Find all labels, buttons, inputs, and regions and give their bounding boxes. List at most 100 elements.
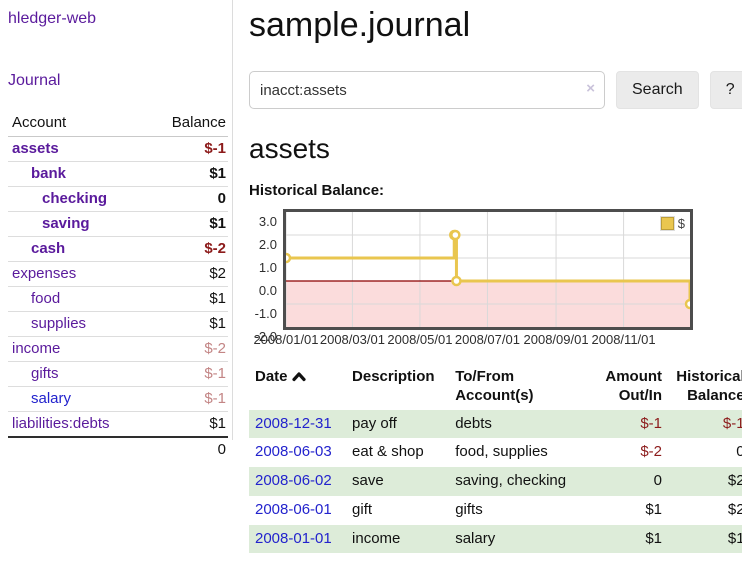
search-box: × — [249, 71, 605, 109]
account-balance: $-1 — [147, 386, 228, 412]
account-name-cell: income — [8, 336, 148, 362]
x-tick-label: 2008/01/01 — [253, 332, 319, 347]
column-header-label: Amount Out/In — [605, 368, 663, 404]
account-link[interactable]: salary — [31, 390, 72, 407]
help-button[interactable]: ? — [709, 71, 742, 109]
account-row: food $1 — [8, 286, 228, 312]
column-header-amount: Amount Out/In — [594, 364, 668, 410]
account-name-cell: expenses — [8, 261, 148, 287]
accounts-header-balance: Balance — [147, 112, 228, 137]
accounts-table: Account Balance assets $-1 bank $1 checking 0… — [8, 112, 228, 462]
accounts-total-row: 0 — [8, 436, 228, 462]
y-tick-label: 1.0 — [258, 260, 277, 275]
account-name-cell: supplies — [8, 311, 148, 337]
account-link[interactable]: income — [12, 340, 61, 357]
description-cell: income — [352, 529, 401, 547]
register-header-row: Date Description To/From Account(s) Amount … — [249, 364, 742, 410]
search-input[interactable] — [249, 71, 605, 109]
account-row: saving $1 — [8, 211, 228, 237]
search-form: × Search ? — [249, 71, 742, 109]
accounts-total-spacer — [8, 436, 148, 462]
page-title: sample.journal — [249, 6, 471, 44]
main-content: sample.journal × Search ? assets Histori… — [233, 0, 742, 554]
account-link[interactable]: expenses — [12, 265, 77, 282]
account-row: salary $-1 — [8, 386, 228, 412]
account-link[interactable]: bank — [31, 165, 67, 182]
account-balance: $1 — [147, 411, 228, 438]
column-header-label: Historical Balance — [676, 368, 742, 404]
balance-cell: $-1 — [722, 414, 742, 432]
date-link[interactable]: 2008-12-31 — [255, 414, 332, 432]
accounts-cell: debts — [455, 414, 492, 432]
app-title: hledger-web — [8, 10, 97, 27]
date-link[interactable]: 2008-06-01 — [255, 500, 332, 518]
legend-swatch-icon — [660, 217, 674, 230]
account-balance: $-2 — [147, 336, 228, 362]
account-link[interactable]: checking — [42, 190, 108, 207]
chart-title: Historical Balance: — [249, 182, 385, 199]
legend-label: $ — [677, 216, 685, 231]
description-cell: pay off — [352, 414, 397, 432]
table-row: 2008-12-31 pay off debts $-1 $-1 — [249, 409, 742, 439]
account-link[interactable]: assets — [12, 140, 59, 157]
clear-search-icon[interactable]: × — [586, 80, 595, 97]
date-cell: 2008-06-03 — [249, 438, 346, 467]
search-button[interactable]: Search — [616, 71, 699, 109]
date-link[interactable]: 2008-01-01 — [255, 529, 332, 547]
column-header-date[interactable]: Date — [249, 364, 346, 410]
table-row: 2008-06-02 save saving, checking 0 $2 — [249, 467, 742, 496]
accounts-total-balance: 0 — [147, 436, 228, 462]
account-link[interactable]: gifts — [31, 365, 59, 382]
account-row: supplies $1 — [8, 311, 228, 337]
account-rows: assets $-1 bank $1 checking 0 saving $1 cash $-2 e… — [8, 136, 228, 438]
column-header-historical: Historical Balance — [668, 364, 742, 410]
sidebar-item-journal[interactable]: Journal — [8, 72, 61, 89]
account-row: cash $-2 — [8, 236, 228, 262]
account-name-cell: gifts — [8, 361, 148, 387]
x-tick-label: 2008/09/01 — [523, 332, 589, 347]
account-row: liabilities:debts $1 — [8, 411, 228, 438]
account-link[interactable]: supplies — [31, 315, 87, 332]
date-cell: 2008-06-01 — [249, 496, 346, 525]
account-link[interactable]: saving — [42, 215, 90, 232]
account-balance: $1 — [147, 211, 228, 237]
sort-ascending-icon — [291, 372, 306, 382]
account-balance: 0 — [147, 186, 228, 212]
account-row: expenses $2 — [8, 261, 228, 287]
accounts-cell: gifts — [455, 500, 483, 518]
amount-cell: 0 — [653, 472, 663, 489]
amount-cell: $-2 — [640, 443, 663, 461]
account-link[interactable]: liabilities:debts — [12, 415, 110, 432]
amount-cell: $-1 — [640, 414, 663, 432]
account-balance: $-1 — [147, 361, 228, 387]
account-row: checking 0 — [8, 186, 228, 212]
sidebar: hledger-web Journal Account Balance asse… — [0, 0, 233, 462]
account-balance: $1 — [147, 286, 228, 312]
account-balance: $1 — [147, 161, 228, 187]
chart-legend: $ — [660, 216, 685, 231]
column-header-label: Date — [255, 368, 288, 385]
account-balance: $2 — [147, 261, 228, 287]
accounts-header-row: Account Balance — [8, 112, 228, 137]
x-tick-label: 2008/11/01 — [591, 332, 656, 347]
account-link[interactable]: cash — [31, 240, 66, 257]
date-link[interactable]: 2008-06-02 — [255, 472, 332, 489]
table-row: 2008-01-01 income salary $1 $1 — [249, 524, 742, 554]
x-tick-label: 2008/07/01 — [454, 332, 520, 347]
column-header-label: Description — [352, 368, 435, 385]
column-header-tofrom: To/From Account(s) — [449, 364, 593, 410]
register-rows: 2008-12-31 pay off debts $-1 $-1 2008-06-03 ea… — [249, 409, 742, 554]
account-name-cell: saving — [8, 211, 148, 237]
x-tick-label: 2008/05/01 — [387, 332, 453, 347]
description-cell: eat & shop — [352, 443, 424, 461]
balance-cell: 0 — [736, 443, 742, 461]
account-row: assets $-1 — [8, 136, 228, 162]
table-row: 2008-06-03 eat & shop food, supplies $-2 0 — [249, 438, 742, 467]
date-link[interactable]: 2008-06-03 — [255, 443, 332, 461]
chart-x-axis: 2008/01/01 2008/03/01 2008/05/01 2008/07/01… — [253, 332, 693, 350]
column-header-label: To/From Account(s) — [455, 368, 534, 404]
x-tick-label: 2008/03/01 — [319, 332, 385, 347]
description-cell: gift — [352, 500, 373, 518]
account-link[interactable]: food — [31, 290, 61, 307]
y-tick-label: -1.0 — [254, 306, 277, 321]
